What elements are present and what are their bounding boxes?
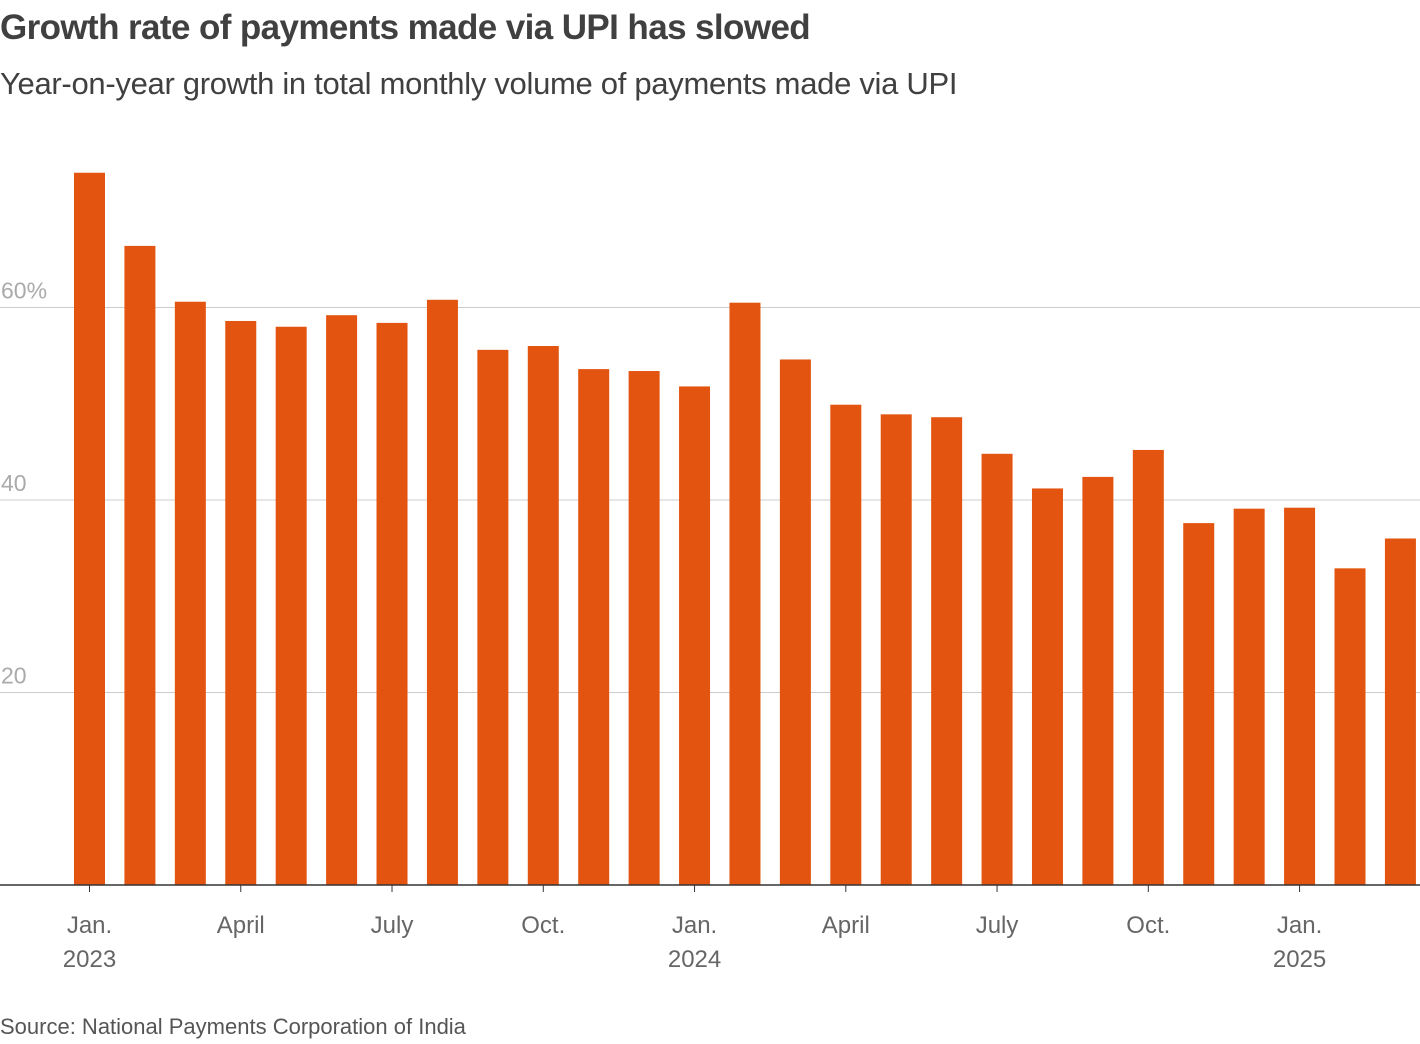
x-tick-label-18: July (976, 912, 1019, 939)
bar-chart: 20 40 60% Jan. 2023: 74 Feb. 2023: 66.4 Mar.… (0, 172, 1420, 973)
bar-3: Mar. 2023: 60.6 (174, 301, 206, 886)
x-tick-label-3: April (217, 912, 265, 939)
bar-25: Jan. 2025: 39.2 (1284, 507, 1316, 885)
bar-7: Jul. 2023: 58.4 (376, 322, 408, 885)
x-tick-label-0: Jan. (67, 912, 112, 939)
bar-22: Oct. 2024: 45.2 (1132, 449, 1164, 885)
bar-2: Feb. 2023: 66.4 (124, 245, 156, 885)
bar-23: Nov. 2024: 37.6 (1183, 523, 1215, 885)
bar-13: Jan. 2024: 51.8 (679, 386, 711, 885)
x-tick-year-12: 2024 (668, 946, 721, 973)
x-tick-label-15: April (822, 912, 870, 939)
y-tick-label-60: 60% (1, 278, 47, 304)
x-tick-year-24: 2025 (1273, 946, 1326, 973)
bar-10: Oct. 2023: 56 (527, 346, 559, 885)
bar-21: Sep. 2024: 42.4 (1082, 476, 1114, 885)
bar-19: Jul. 2024: 44.8 (981, 453, 1013, 885)
bar-17: May 2024: 48.9 (880, 414, 912, 885)
bar-8: Aug. 2023: 60.8 (426, 299, 458, 885)
bar-24: Dec. 2024: 39.1 (1233, 508, 1265, 885)
bar-27: Mar. 2025: 36 (1384, 538, 1416, 885)
chart-title: Growth rate of payments made via UPI has… (0, 8, 811, 47)
bar-9: Sep. 2023: 55.6 (477, 349, 509, 886)
bar-26: Feb. 2025: 32.9 (1334, 568, 1366, 885)
y-tick-label-20: 20 (1, 663, 27, 689)
bars: Jan. 2023: 74 Feb. 2023: 66.4 Mar. 2023: 6… (74, 172, 1416, 886)
x-tick-year-0: 2023 (63, 946, 116, 973)
y-axis-labels: 20 40 60% (1, 278, 47, 689)
bar-20: Aug. 2024: 41.2 (1031, 488, 1063, 885)
chart-subtitle: Year-on-year growth in total monthly vol… (0, 66, 958, 101)
bar-12: Dec. 2023: 53.4 (628, 371, 660, 885)
bar-14: Feb. 2024: 60.5 (729, 302, 761, 885)
bar-18: Jun. 2024: 48.6 (931, 417, 963, 885)
bar-11: Nov. 2023: 53.6 (578, 369, 610, 886)
x-axis-ticks: Jan. 2023 April July Oct. Jan. 2024 April July Oc… (63, 885, 1326, 973)
bar-15: Mar. 2024: 54.6 (779, 359, 811, 886)
x-tick-label-9: Oct. (521, 912, 565, 939)
x-tick-label-21: Oct. (1126, 912, 1170, 939)
y-tick-label-40: 40 (1, 470, 27, 496)
bar-6: Jun. 2023: 59.2 (326, 315, 358, 885)
x-tick-label-6: July (371, 912, 414, 939)
bar-1: Jan. 2023: 74 (74, 172, 105, 885)
bar-4: Apr. 2023: 58.6 (225, 320, 257, 886)
bar-16: Apr. 2024: 49.9 (830, 404, 862, 885)
bar-5: May 2023: 58 (275, 326, 307, 885)
source-note: Source: National Payments Corporation of… (0, 1014, 466, 1039)
x-tick-label-24: Jan. (1277, 912, 1322, 939)
x-tick-label-12: Jan. (672, 912, 717, 939)
